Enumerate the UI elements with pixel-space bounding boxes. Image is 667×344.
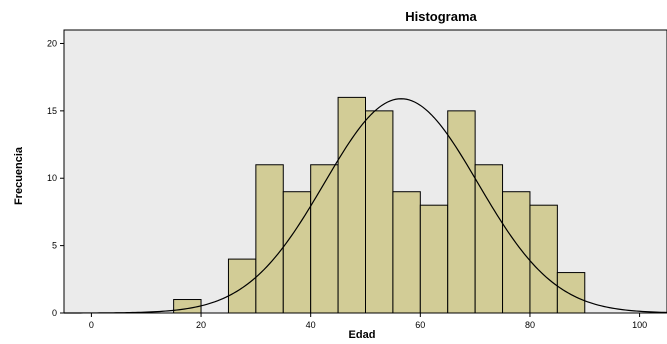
- histogram-bar-35-40: [282, 191, 312, 314]
- histogram-bar-50-55: [365, 110, 394, 314]
- y-axis-title: Frecuencia: [13, 146, 25, 205]
- histogram-bar-65-70: [447, 110, 476, 314]
- histogram-bar-80-85: [529, 204, 558, 314]
- histogram-bars: [173, 96, 586, 314]
- y-tick-label: 5: [52, 241, 57, 251]
- y-tick-label: 0: [52, 308, 57, 318]
- histogram-bar-40-45: [310, 164, 339, 314]
- x-axis-ticks: 0 20 40 60 80 100: [89, 313, 647, 330]
- histogram-bar-30-35: [255, 164, 284, 314]
- histogram-bar-45-50: [337, 96, 367, 314]
- x-tick-label: 60: [415, 320, 425, 330]
- histogram-bar-25-30: [227, 258, 257, 314]
- normal-curve: [63, 98, 667, 314]
- y-axis-ticks: 0 5 10 15 20: [47, 38, 64, 318]
- x-axis-title: Edad: [349, 329, 376, 341]
- chart-title: Histograma: [405, 9, 477, 24]
- y-tick-label: 10: [47, 173, 57, 183]
- x-tick-label: 80: [525, 320, 535, 330]
- x-tick-label: 100: [632, 320, 647, 330]
- histogram-bar-75-80: [502, 191, 531, 314]
- x-tick-label: 40: [306, 320, 316, 330]
- x-tick-label: 20: [196, 320, 206, 330]
- histogram-bar-85-90: [556, 272, 586, 314]
- x-tick-label: 0: [89, 320, 94, 330]
- histogram-bar-60-65: [419, 204, 449, 314]
- y-tick-label: 15: [47, 106, 57, 116]
- histogram-bar-55-60: [392, 191, 421, 314]
- histogram-bar-70-75: [474, 164, 504, 314]
- y-tick-label: 20: [47, 38, 57, 48]
